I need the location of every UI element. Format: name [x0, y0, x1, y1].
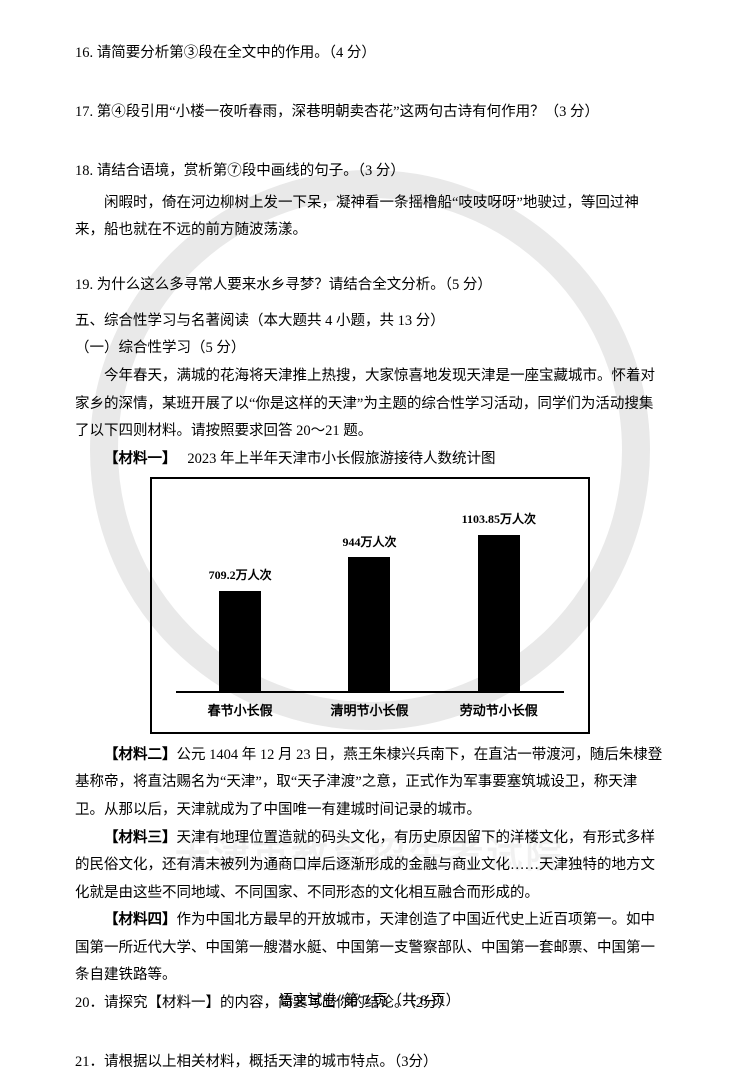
- bar: [478, 535, 520, 691]
- question-16: 16. 请简要分析第③段在全文中的作用。（4 分）: [75, 40, 664, 68]
- material-1-title: 2023 年上半年天津市小长假旅游接待人数统计图: [187, 451, 495, 467]
- question-21: 21．请根据以上相关材料，概括天津的城市特点。（3分）: [75, 1049, 664, 1076]
- page-content: 16. 请简要分析第③段在全文中的作用。（4 分） 17. 第④段引用“小楼一夜…: [75, 40, 664, 1076]
- bar: [219, 591, 261, 691]
- question-20: 20．请探究【材料一】的内容，简要写出你的结论。（2分）: [75, 990, 664, 1018]
- bar: [348, 557, 390, 691]
- section-5: 五、综合性学习与名著阅读（本大题共 4 小题，共 13 分） （一）综合性学习（…: [75, 308, 664, 1076]
- question-18: 18. 请结合语境，赏析第⑦段中画线的句子。（3 分）: [75, 158, 664, 186]
- material-4-tag: 【材料四】: [104, 912, 177, 928]
- question-18-body: 闲暇时，倚在河边柳树上发一下呆，凝神看一条摇橹船“吱吱呀呀”地驶过，等回过神来，…: [75, 190, 664, 245]
- bar-x-label: 劳动节小长假: [439, 699, 559, 724]
- material-3: 【材料三】天津有地理位置造就的码头文化，有历史原因留下的洋楼文化，有形式多样的民…: [75, 825, 664, 908]
- material-1-tag: 【材料一】: [104, 451, 177, 467]
- bar-column: 944万人次: [309, 531, 429, 692]
- bar-x-label: 清明节小长假: [309, 699, 429, 724]
- bar-x-label: 春节小长假: [180, 699, 300, 724]
- question-17: 17. 第④段引用“小楼一夜听春雨，深巷明朝卖杏花”这两句古诗有何作用？（3 分…: [75, 99, 664, 127]
- material-3-tag: 【材料三】: [104, 830, 177, 846]
- bar-value-label: 1103.85万人次: [462, 508, 536, 531]
- material-2: 【材料二】公元 1404 年 12 月 23 日，燕王朱棣兴兵南下，在直沽一带渡…: [75, 742, 664, 825]
- bar-value-label: 944万人次: [342, 531, 396, 554]
- bar-value-label: 709.2万人次: [209, 564, 272, 587]
- bar-column: 709.2万人次: [180, 564, 300, 691]
- material-4: 【材料四】作为中国北方最早的开放城市，天津创造了中国近代史上近百项第一。如中国第…: [75, 907, 664, 990]
- material-1-heading: 【材料一】 2023 年上半年天津市小长假旅游接待人数统计图: [75, 446, 664, 474]
- bar-chart: 709.2万人次 944万人次 1103.85万人次 春节小长假清明节小长假劳动节小…: [150, 477, 590, 734]
- section-5-title: 五、综合性学习与名著阅读（本大题共 4 小题，共 13 分）: [75, 308, 664, 336]
- section-5-intro: 今年春天，满城的花海将天津推上热搜，大家惊喜地发现天津是一座宝藏城市。怀着对家乡…: [75, 363, 664, 446]
- question-19: 19. 为什么这么多寻常人要来水乡寻梦？请结合全文分析。（5 分）: [75, 272, 664, 300]
- section-5-sub1: （一）综合性学习（5 分）: [75, 335, 664, 363]
- bar-chart-bars: 709.2万人次 944万人次 1103.85万人次: [176, 493, 564, 693]
- bar-column: 1103.85万人次: [439, 508, 559, 691]
- bar-chart-xlabels: 春节小长假清明节小长假劳动节小长假: [176, 699, 564, 724]
- material-2-tag: 【材料二】: [104, 747, 177, 763]
